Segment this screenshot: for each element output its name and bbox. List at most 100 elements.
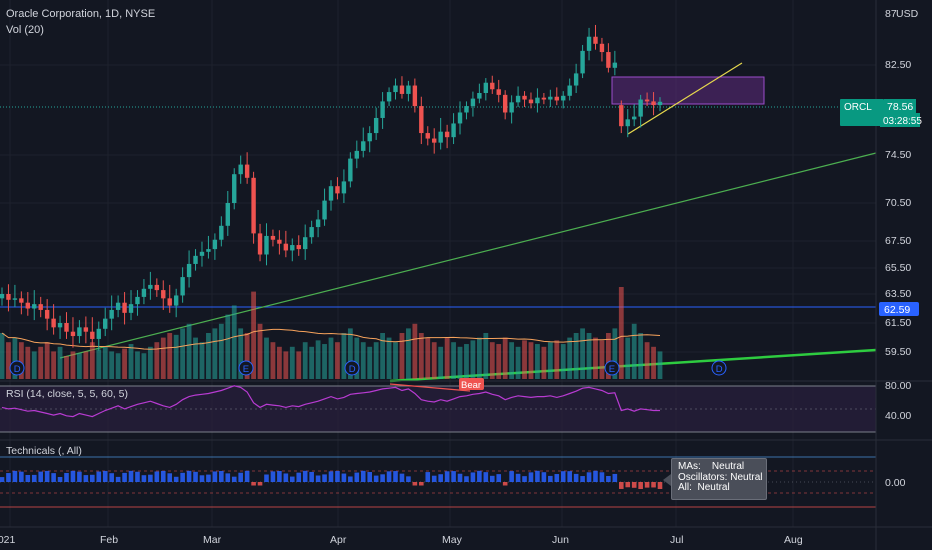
volume-bar [31, 351, 37, 379]
green-trendline[interactable] [59, 152, 877, 359]
technicals-bar [322, 474, 327, 482]
candle-body [393, 85, 398, 93]
technicals-bar [244, 470, 250, 482]
rsi-tick-label: 80.00 [885, 380, 911, 392]
candle-body [290, 245, 295, 251]
technicals-bar [302, 470, 308, 482]
volume-bar [89, 342, 95, 379]
technicals-bar [0, 477, 5, 482]
price-tag-countdown: 03:28:55 [883, 116, 922, 127]
dividend-marker[interactable]: D [344, 360, 360, 376]
dividend-marker[interactable]: D [711, 360, 727, 376]
technicals-bar [657, 482, 663, 489]
technicals-bar [128, 470, 134, 482]
technicals-bar [231, 476, 237, 482]
technicals-bar [31, 474, 37, 482]
candle-body [257, 233, 263, 255]
price-tick-label: 74.50 [885, 149, 911, 161]
event-marker-letter: E [609, 364, 615, 375]
rsi-indicator-title[interactable]: RSI (14, close, 5, 5, 60, 5) [6, 388, 128, 400]
volume-bar [276, 346, 282, 379]
volume-indicator-title[interactable]: Vol (20) [6, 24, 44, 36]
candle-body [212, 239, 218, 250]
dividend-marker[interactable]: D [9, 360, 25, 376]
candle-body [115, 302, 121, 310]
technicals-bar [348, 476, 353, 482]
volume-bar [593, 337, 598, 379]
candle-body [270, 235, 276, 240]
volume-bar [438, 346, 444, 379]
candle-body [328, 186, 334, 201]
technicals-bar [444, 471, 450, 482]
volume-bar [605, 333, 611, 379]
price-tick-label: 63.50 [885, 288, 911, 300]
technicals-indicator-title[interactable]: Technicals (, All) [6, 445, 82, 457]
volume-bar [102, 346, 108, 379]
level-tag-label: 62.59 [884, 304, 910, 316]
volume-bar [328, 337, 334, 379]
technicals-bar [225, 473, 231, 482]
candle-body [57, 323, 63, 328]
volume-bar [302, 342, 308, 379]
volume-bar [218, 323, 224, 379]
yellow-trendline[interactable] [627, 62, 743, 135]
date-tick-label: 2021 [0, 534, 16, 546]
date-tick-label: Aug [784, 534, 803, 546]
tooltip-all-row: All: Neutral [678, 482, 766, 494]
candle-body [32, 304, 37, 309]
candle-body [464, 106, 469, 113]
volume-ma-line [1, 328, 661, 350]
technicals-bar [386, 471, 392, 482]
candle-body [444, 131, 450, 138]
chart-header: Oracle Corporation, 1D, NYSE Vol (20) [6, 6, 155, 38]
volume-bar [154, 342, 160, 379]
volume-bar [270, 342, 276, 379]
candle-body [612, 62, 618, 68]
candles [0, 24, 663, 351]
technicals-bar [502, 482, 508, 486]
volume-bar [141, 353, 147, 379]
candle-body [502, 94, 508, 113]
date-tick-label: Jun [552, 534, 569, 546]
axis-labels: 82.50 74.50 70.50 67.50 65.50 63.50 61.50 59.50… [0, 59, 911, 546]
volume-bar [360, 342, 366, 379]
technicals-bar [522, 476, 527, 482]
candle-body [173, 295, 179, 306]
technicals-bar [70, 470, 76, 482]
volume-bar [528, 342, 534, 379]
volume-bar [386, 337, 392, 379]
technicals-bar [580, 476, 585, 482]
technicals-bar [186, 470, 192, 482]
volume-bar [580, 328, 585, 379]
rsi-divergence-line [389, 383, 471, 392]
volume-bar [199, 342, 205, 379]
candle-body [51, 318, 56, 328]
volume-bar [18, 342, 24, 379]
volume-bar [586, 333, 592, 379]
earnings-marker[interactable]: E [238, 360, 254, 376]
volume-bar [431, 342, 437, 379]
technicals-bar [644, 482, 650, 488]
volume-bar [567, 337, 573, 379]
symbol-title[interactable]: Oracle Corporation, 1D, NYSE [6, 8, 156, 20]
volume-bar [244, 333, 250, 379]
volume-bar [57, 346, 63, 379]
event-marker-letter: D [716, 364, 723, 375]
volume-bar [341, 333, 347, 379]
volume-bar [657, 351, 663, 379]
volume-bar [238, 328, 244, 379]
candle-body [522, 95, 527, 100]
rsi-line [1, 385, 660, 418]
technicals-bar [219, 470, 224, 482]
candle-body [109, 309, 114, 319]
candle-body [535, 97, 540, 104]
purple-zone-box[interactable] [611, 76, 765, 105]
volume-bar [451, 342, 456, 379]
event-marker-circle [9, 360, 25, 376]
technicals-bar [206, 474, 211, 482]
volume-bar [470, 340, 476, 379]
event-marker-circle [238, 360, 254, 376]
volume-bar [651, 346, 656, 379]
earnings-marker[interactable]: E [604, 360, 620, 376]
